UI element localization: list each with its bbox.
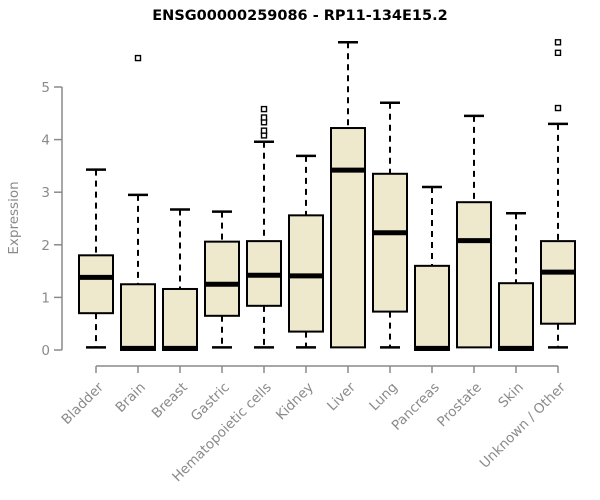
y-tick-label: 0 (41, 343, 50, 359)
chart-title: ENSG00000259086 - RP11-134E15.2 (152, 8, 448, 24)
y-tick-label: 1 (41, 290, 50, 306)
box-rect (456, 201, 492, 349)
y-tick-label: 5 (41, 80, 50, 96)
outlier-point (554, 39, 562, 46)
box-group-bladder (78, 168, 114, 349)
box-group-breast (162, 208, 198, 352)
box-group-lung (372, 101, 408, 349)
x-tick-label: Skin (495, 380, 527, 412)
box-rect (204, 240, 240, 317)
y-tick-label: 2 (41, 238, 50, 254)
box-rect (78, 254, 114, 315)
box-rect (330, 127, 366, 349)
y-axis: 0 1 2 3 4 5 (41, 80, 63, 359)
box-group-brain (120, 54, 156, 351)
outlier-point (260, 114, 268, 121)
x-tick-label: Bladder (59, 379, 108, 428)
x-tick-label: Lung (366, 380, 401, 415)
outlier-point (554, 49, 562, 57)
box-group-unknown-other (540, 39, 576, 349)
box-rect (540, 240, 576, 325)
x-tick-label: Prostate (434, 380, 485, 431)
x-tick-label: Breast (149, 380, 191, 422)
outlier-point (554, 104, 562, 112)
y-tick-label: 3 (41, 185, 50, 201)
box-rect (498, 282, 534, 351)
box-group-liver (330, 41, 366, 349)
box-group-kidney (288, 154, 324, 349)
outlier-point (260, 127, 268, 134)
outlier-point (260, 105, 268, 113)
box-group-prostate (456, 114, 492, 349)
x-tick-label: Kidney (273, 380, 317, 424)
x-tick-label: Brain (112, 380, 148, 416)
box-rect (120, 283, 156, 351)
box-group-skin (498, 211, 534, 351)
outlier-point (134, 54, 142, 62)
box-group-hematopoietic-cells (246, 105, 282, 349)
y-tick-label: 4 (41, 133, 50, 149)
box-rect (162, 287, 198, 352)
box-rect (372, 172, 408, 313)
box-group-gastric (204, 210, 240, 349)
box-group-pancreas (414, 185, 450, 351)
x-tick-label: Liver (324, 379, 359, 414)
box-rect (414, 264, 450, 351)
